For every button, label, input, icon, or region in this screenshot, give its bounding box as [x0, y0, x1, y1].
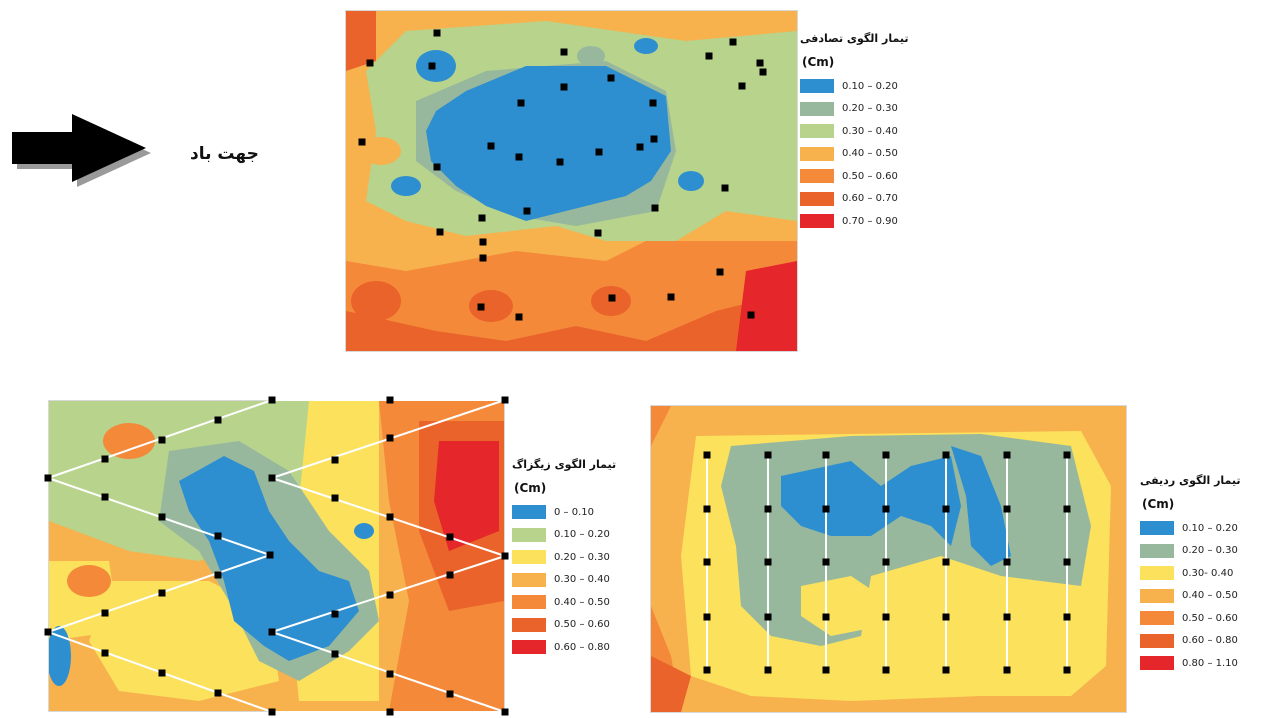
legend-entry: 0.60 – 0.80: [512, 636, 647, 659]
legend-entries: 0.10 – 0.20 0.20 – 0.30 0.30- 0.40 0.40 – 0…: [1140, 517, 1275, 675]
legend-label: 0.40 – 0.50: [1182, 590, 1238, 602]
legend-unit-label: (Cm): [514, 481, 547, 495]
legend-entry: 0.50 – 0.60: [512, 614, 647, 637]
legend-swatch: [1140, 611, 1174, 626]
legend-swatch: [800, 169, 834, 184]
legend-unit-label: (Cm): [802, 55, 835, 69]
legend-entry: 0.10 – 0.20: [800, 75, 950, 98]
legend-label: 0.20 – 0.30: [1182, 545, 1238, 557]
row-map-title: تیمار الگوی ردیفی: [1140, 474, 1241, 487]
legend-swatch: [512, 640, 546, 655]
legend-entry: 0.50 – 0.60: [800, 165, 950, 188]
legend-swatch: [1140, 566, 1174, 581]
legend-entry: 0.20 – 0.30: [800, 98, 950, 121]
legend-swatch: [800, 101, 834, 116]
legend-entry: 0.70 – 0.90: [800, 210, 950, 233]
legend-entry: 0.60 – 0.80: [1140, 630, 1275, 653]
legend-entry: 0.40 – 0.50: [1140, 585, 1275, 608]
legend-entry: 0 – 0.10: [512, 501, 647, 524]
legend-label: 0.40 – 0.50: [554, 596, 610, 608]
legend-entry: 0.10 – 0.20: [1140, 517, 1275, 540]
legend-swatch: [800, 214, 834, 229]
legend-label: 0.40 – 0.50: [842, 148, 898, 160]
legend-label: 0.60 – 0.80: [1182, 635, 1238, 647]
legend-label: 0.10 – 0.20: [842, 80, 898, 92]
wind-direction-label: جهت باد: [190, 144, 259, 164]
legend-swatch: [1140, 543, 1174, 558]
legend-swatch: [800, 79, 834, 94]
zigzag-map-legend: تیمار الگوی زیگزاگ (Cm) 0 – 0.10 0.10 – 0…: [512, 458, 647, 659]
legend-swatch: [512, 505, 546, 520]
legend-entry: 0.20 – 0.30: [512, 546, 647, 569]
legend-entry: 0.80 – 1.10: [1140, 652, 1275, 675]
legend-entry: 0.30 – 0.40: [512, 569, 647, 592]
legend-swatch: [512, 617, 546, 632]
legend-swatch: [1140, 633, 1174, 648]
legend-label: 0.80 – 1.10: [1182, 657, 1238, 669]
zigzag-map-title: تیمار الگوی زیگزاگ: [512, 458, 617, 471]
random-map-title: تیمار الگوی تصادفی: [800, 32, 909, 45]
legend-swatch: [512, 572, 546, 587]
legend-swatch: [1140, 656, 1174, 671]
legend-label: 0.60 – 0.80: [554, 641, 610, 653]
legend-entry: 0.40 – 0.50: [512, 591, 647, 614]
legend-entries: 0.10 – 0.20 0.20 – 0.30 0.30 – 0.40 0.40 – …: [800, 75, 950, 233]
legend-label: 0.50 – 0.60: [1182, 612, 1238, 624]
legend-label: 0 – 0.10: [554, 506, 594, 518]
legend-label: 0.10 – 0.20: [554, 529, 610, 541]
legend-label: 0.10 – 0.20: [1182, 522, 1238, 534]
row-map-legend: تیمار الگوی ردیفی (Cm) 0.10 – 0.20 0.20 –…: [1140, 474, 1275, 675]
legend-label: 0.50 – 0.60: [554, 619, 610, 631]
legend-swatch: [800, 191, 834, 206]
legend-label: 0.30- 0.40: [1182, 567, 1234, 579]
legend-swatch: [512, 527, 546, 542]
row-pattern-map: [650, 405, 1127, 713]
legend-entry: 0.10 – 0.20: [512, 524, 647, 547]
legend-label: 0.50 – 0.60: [842, 170, 898, 182]
zigzag-pattern-map: [48, 400, 505, 712]
legend-entry: 0.50 – 0.60: [1140, 607, 1275, 630]
legend-label: 0.30 – 0.40: [554, 574, 610, 586]
legend-entries: 0 – 0.10 0.10 – 0.20 0.20 – 0.30 0.30 – 0.4…: [512, 501, 647, 659]
legend-swatch: [512, 595, 546, 610]
random-pattern-map: [345, 10, 798, 352]
legend-entry: 0.30- 0.40: [1140, 562, 1275, 585]
wind-arrow-icon: [12, 114, 151, 187]
random-map-legend: تیمار الگوی تصادفی (Cm) 0.10 – 0.20 0.20 …: [800, 32, 950, 233]
legend-swatch: [512, 550, 546, 565]
legend-entry: 0.40 – 0.50: [800, 143, 950, 166]
legend-swatch: [1140, 521, 1174, 536]
legend-unit-label: (Cm): [1142, 497, 1175, 511]
legend-swatch: [1140, 588, 1174, 603]
legend-swatch: [800, 146, 834, 161]
legend-label: 0.20 – 0.30: [554, 551, 610, 563]
legend-label: 0.20 – 0.30: [842, 103, 898, 115]
legend-label: 0.30 – 0.40: [842, 125, 898, 137]
legend-entry: 0.30 – 0.40: [800, 120, 950, 143]
legend-label: 0.70 – 0.90: [842, 215, 898, 227]
legend-entry: 0.60 – 0.70: [800, 188, 950, 211]
legend-swatch: [800, 124, 834, 139]
legend-entry: 0.20 – 0.30: [1140, 540, 1275, 563]
legend-label: 0.60 – 0.70: [842, 193, 898, 205]
